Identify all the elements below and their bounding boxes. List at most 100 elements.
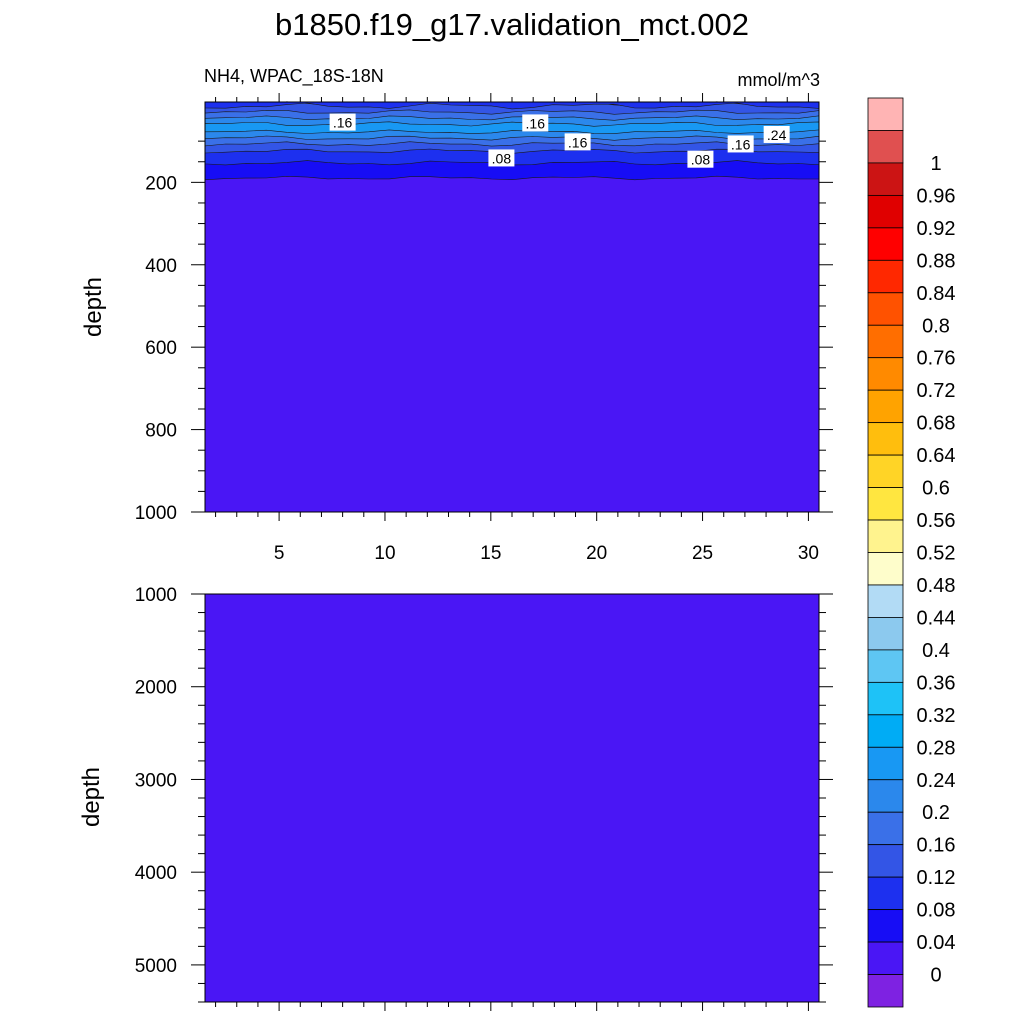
x-tick-label: 10	[374, 543, 395, 564]
contour-label-box	[727, 135, 754, 153]
colorbar-level-label: 0.16	[917, 835, 956, 857]
colorbar-level-label: 0.92	[917, 218, 956, 240]
lower-axis-ticks: 1000 2000 3000 4000 5000	[135, 585, 833, 1011]
colorbar-level-label: 0.52	[917, 543, 956, 565]
contour-label: .24	[763, 125, 790, 143]
y-tick-label: 2000	[135, 678, 177, 699]
colorbar-level-label: 0.6	[922, 478, 950, 500]
colorbar-box	[867, 876, 904, 911]
colorbar-level-label: 0.68	[917, 413, 956, 435]
colorbar-box	[867, 617, 904, 651]
contour-label-text: .16	[731, 136, 751, 152]
colorbar-level-label: 0.32	[917, 705, 956, 727]
colorbar-box	[867, 389, 904, 424]
upper-panel-frame	[204, 101, 820, 513]
upper-contour-labels: .16 .16 .16 .08 .08 .16 .24	[329, 113, 790, 168]
colorbar-box	[867, 227, 904, 261]
colorbar-box	[867, 779, 904, 813]
colorbar-level-label: 0.64	[917, 445, 956, 467]
colorbar-level-label: 1	[930, 153, 941, 175]
colorbar-box	[867, 519, 904, 553]
colorbar-box	[867, 974, 904, 1008]
colorbar-level-label: 0.48	[917, 575, 956, 597]
panel-subtitle-right: mmol/m^3	[738, 70, 820, 90]
contour-label-box	[522, 114, 549, 132]
lower-panel-frame	[204, 593, 820, 1003]
colorbar-level-label: 0.4	[922, 640, 950, 662]
y-tick-label: 4000	[135, 863, 177, 884]
colorbar-box	[867, 909, 904, 943]
contour-label: .16	[522, 114, 549, 132]
colorbar-level-label: 0.12	[917, 867, 956, 889]
colorbar-box	[867, 259, 904, 294]
upper-y-axis-label: depth	[80, 277, 107, 337]
figure-title: b1850.f19_g17.validation_mct.002	[275, 7, 749, 42]
contour-label-text: .08	[492, 150, 512, 166]
colorbar: 0 0.04 0.08 0.12 0.16 0.2 0.24 0.28 0.32 0.36 0.4 0…	[867, 97, 956, 1008]
colorbar-box	[867, 194, 904, 229]
y-tick-label: 200	[145, 173, 177, 194]
colorbar-level-label: 0.04	[917, 932, 956, 954]
x-tick-label: 15	[480, 543, 501, 564]
y-tick-label: 5000	[135, 956, 177, 977]
upper-contour-bands	[204, 101, 820, 181]
colorbar-level-label: 0.2	[922, 802, 950, 824]
contour-label-box	[763, 125, 790, 143]
colorbar-box	[867, 811, 904, 846]
contour-label-text: .16	[333, 115, 353, 131]
colorbar-level-label: 0.44	[917, 607, 956, 629]
colorbar-box	[867, 714, 904, 748]
colorbar-level-label: 0	[930, 965, 941, 987]
upper-axis-ticks: 5 10 15 20 25 30 200 400 600 800 1000	[135, 93, 833, 564]
colorbar-box	[867, 649, 904, 683]
colorbar-box	[867, 552, 904, 586]
contour-label: .16	[329, 113, 356, 131]
colorbar-level-label: 0.24	[917, 770, 956, 792]
contour-label: .16	[727, 135, 754, 153]
lower-panel-fill	[205, 594, 819, 1002]
colorbar-box	[867, 941, 904, 975]
x-tick-label: 25	[692, 543, 713, 564]
contour-label: .16	[564, 133, 591, 151]
colorbar-box	[867, 357, 904, 391]
lower-panel: 1000 2000 3000 4000 5000 depth	[78, 585, 833, 1011]
colorbar-box	[867, 162, 904, 196]
contour-label-text: .16	[568, 134, 588, 150]
colorbar-level-label: 0.76	[917, 348, 956, 370]
y-tick-label: 1000	[135, 503, 177, 524]
contour-label-box	[488, 149, 515, 167]
upper-panel: 5 10 15 20 25 30 200 400 600 800 1000 .16 .16 .16 .08…	[80, 93, 833, 564]
panel-subtitle-left: NH4, WPAC_18S-18N	[204, 66, 384, 87]
colorbar-box	[867, 130, 904, 164]
colorbar-box	[867, 746, 904, 781]
colorbar-box	[867, 584, 904, 618]
colorbar-level-label: 0.84	[917, 283, 956, 305]
y-tick-label: 600	[145, 338, 177, 359]
colorbar-boxes	[867, 97, 904, 1008]
contour-label: .08	[488, 149, 515, 167]
x-tick-label: 20	[586, 543, 607, 564]
colorbar-level-label: 0.56	[917, 510, 956, 532]
colorbar-box	[867, 844, 904, 878]
colorbar-box	[867, 681, 904, 716]
contour-label-text: .08	[691, 152, 711, 168]
x-tick-label: 30	[798, 543, 819, 564]
contour-label: .08	[687, 150, 714, 168]
contour-label-box	[687, 150, 714, 168]
colorbar-level-label: 0.36	[917, 672, 956, 694]
colorbar-box	[867, 324, 904, 359]
colorbar-box	[867, 422, 904, 456]
y-tick-label: 3000	[135, 770, 177, 791]
colorbar-level-label: 0.08	[917, 900, 956, 922]
y-tick-label: 400	[145, 256, 177, 277]
lower-y-axis-label: depth	[78, 767, 105, 827]
contour-label-box	[329, 113, 356, 131]
contour-label-box	[564, 133, 591, 151]
colorbar-box	[867, 487, 904, 521]
colorbar-level-label: 0.96	[917, 185, 956, 207]
colorbar-level-label: 0.28	[917, 737, 956, 759]
colorbar-level-label: 0.72	[917, 380, 956, 402]
y-tick-label: 1000	[135, 585, 177, 606]
colorbar-level-label: 0.88	[917, 250, 956, 272]
